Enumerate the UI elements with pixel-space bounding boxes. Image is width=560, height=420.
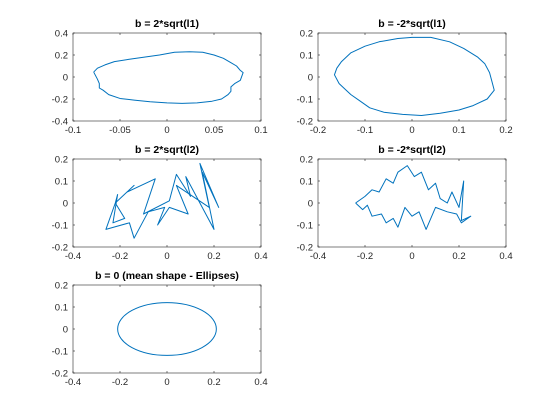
y-tick-label: -0.1 — [52, 346, 68, 357]
y-tick-label: -0.2 — [52, 94, 68, 105]
x-tick-label: -0.1 — [357, 125, 373, 136]
subplot-4: -0.4 -0.2 0 0.2 0.4-0.2-0.100.10.2b = -2*sqr… — [297, 144, 513, 262]
x-tick-label: 0 — [409, 251, 414, 262]
y-tick-label: 0 — [308, 72, 313, 83]
y-tick-label: 0 — [63, 324, 68, 335]
y-tick-label: 0 — [63, 72, 68, 83]
subplot-title: b = -2*sqrt(l2) — [378, 144, 445, 156]
series-line — [117, 302, 217, 356]
y-tick-label: 0.2 — [55, 50, 68, 61]
series-line — [105, 162, 220, 239]
y-tick-label: -0.1 — [52, 220, 68, 231]
y-tick-label: 0 — [308, 198, 313, 209]
y-tick-label: 0.1 — [55, 302, 68, 313]
x-tick-label: 0.1 — [452, 125, 465, 136]
y-tick-label: -0.2 — [297, 242, 313, 253]
y-tick-label: -0.4 — [52, 116, 68, 127]
x-tick-label: 0.4 — [254, 251, 267, 262]
y-tick-label: 0.2 — [300, 28, 313, 39]
subplot-title: b = 2*sqrt(l2) — [135, 144, 199, 156]
y-tick-label: -0.2 — [297, 116, 313, 127]
x-tick-label: 0.1 — [254, 125, 267, 136]
x-tick-label: -0.4 — [65, 251, 81, 262]
x-tick-label: -0.4 — [310, 251, 326, 262]
y-tick-label: 0.1 — [55, 176, 68, 187]
x-tick-label: -0.4 — [65, 377, 81, 388]
y-tick-label: -0.2 — [52, 242, 68, 253]
x-tick-label: -0.2 — [310, 125, 326, 136]
subplot-5: -0.4 -0.2 0 0.2 0.4-0.2-0.100.10.2b = 0 (mea… — [52, 270, 268, 388]
y-tick-label: 0 — [63, 198, 68, 209]
x-tick-label: 0.05 — [205, 125, 224, 136]
series-line — [333, 36, 495, 116]
axes-box — [72, 284, 262, 374]
x-tick-label: 0.2 — [207, 377, 220, 388]
y-tick-label: 0.2 — [300, 154, 313, 165]
y-tick-label: 0.2 — [55, 280, 68, 291]
axes-box — [317, 32, 507, 122]
x-tick-label: 0 — [164, 251, 169, 262]
y-tick-label: -0.2 — [52, 368, 68, 379]
axes-box — [72, 32, 262, 122]
x-tick-label: -0.2 — [112, 251, 128, 262]
x-tick-label: 0.4 — [254, 377, 267, 388]
series-line — [93, 51, 244, 104]
subplot-3: -0.4 -0.2 0 0.2 0.4-0.2-0.100.10.2b = 2*sqrt… — [52, 144, 268, 262]
subplot-title: b = 0 (mean shape - Ellipses) — [95, 270, 239, 282]
y-tick-label: 0.1 — [300, 176, 313, 187]
x-tick-label: -0.2 — [112, 377, 128, 388]
x-tick-label: -0.1 — [65, 125, 81, 136]
x-tick-label: 0.4 — [499, 251, 512, 262]
x-tick-label: 0.2 — [207, 251, 220, 262]
series-line — [355, 165, 472, 230]
axes-box — [72, 158, 262, 248]
y-tick-label: 0.1 — [300, 50, 313, 61]
x-tick-label: 0 — [164, 377, 169, 388]
y-tick-label: -0.1 — [297, 220, 313, 231]
subplot-title: b = 2*sqrt(l1) — [135, 18, 199, 30]
x-tick-label: -0.05 — [109, 125, 131, 136]
x-tick-label: 0 — [164, 125, 169, 136]
x-tick-label: 0.2 — [499, 125, 512, 136]
subplot-2: -0.2 -0.1 0 0.1 0.2 -0.2 -0.1 0 0.1 0.2 b = -2*sqr… — [297, 18, 513, 136]
x-tick-label: 0 — [409, 125, 414, 136]
x-tick-label: 0.2 — [452, 251, 465, 262]
y-tick-label: 0.4 — [55, 28, 68, 39]
y-tick-label: -0.1 — [297, 94, 313, 105]
subplot-title: b = -2*sqrt(l1) — [378, 18, 445, 30]
subplot-1: -0.1 -0.05 0 0.05 0.1 -0.4 -0.2 0 0.2 0.4 b = 2*sq… — [52, 18, 268, 136]
y-tick-label: 0.2 — [55, 154, 68, 165]
x-tick-label: -0.2 — [357, 251, 373, 262]
